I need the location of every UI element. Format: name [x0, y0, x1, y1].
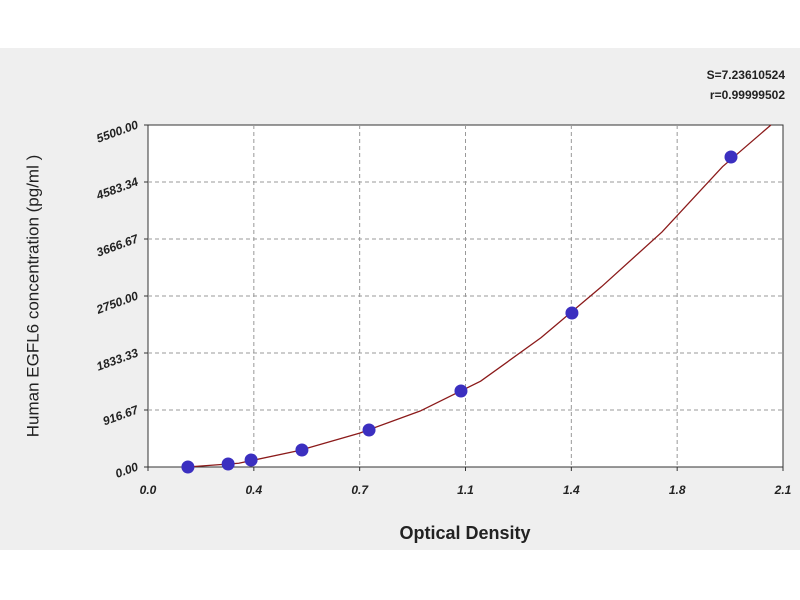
- annotation: S=7.23610524: [707, 68, 786, 82]
- x-tick-label: 1.4: [563, 483, 580, 497]
- data-point: [454, 384, 468, 398]
- data-point: [181, 460, 195, 474]
- data-point: [724, 150, 738, 164]
- x-tick-label: 0.7: [351, 483, 369, 497]
- x-axis-label: Optical Density: [399, 523, 530, 543]
- data-point: [565, 306, 579, 320]
- data-point: [295, 443, 309, 457]
- x-tick-label: 0.0: [140, 483, 157, 497]
- x-tick-label: 1.8: [669, 483, 686, 497]
- x-tick-label: 0.4: [245, 483, 262, 497]
- y-axis-label: Human EGFL6 concentration (pg/ml ): [23, 155, 42, 438]
- fit-curve: [187, 124, 772, 468]
- x-tick-label: 1.1: [457, 483, 474, 497]
- data-point: [244, 453, 258, 467]
- annotation: r=0.99999502: [710, 88, 785, 102]
- data-point: [221, 457, 235, 471]
- data-point: [362, 423, 376, 437]
- x-tick-label: 2.1: [774, 483, 792, 497]
